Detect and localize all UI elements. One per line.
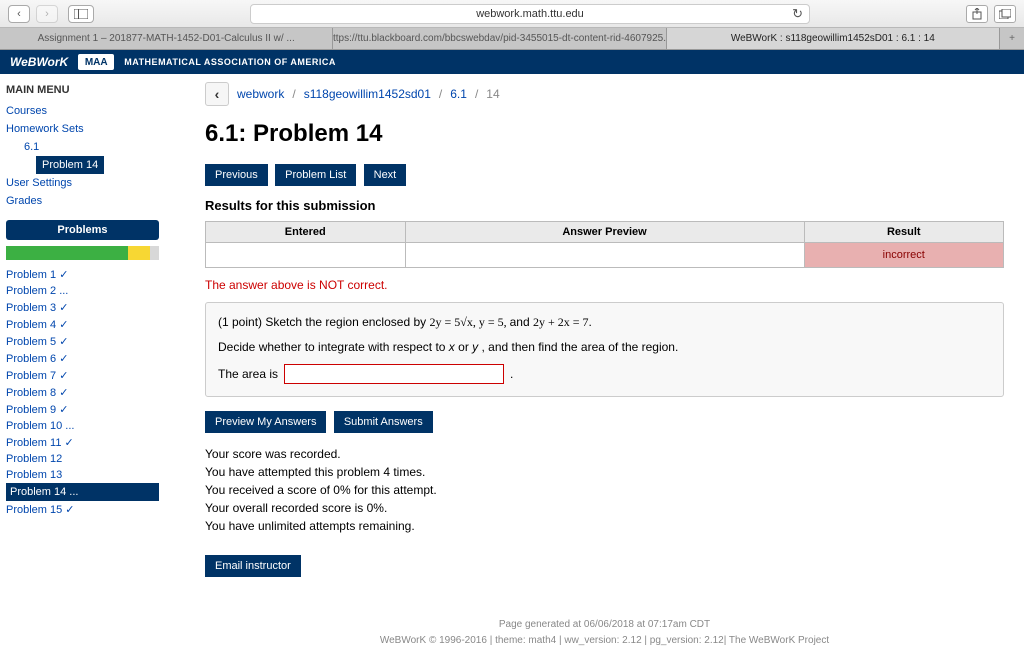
th-preview: Answer Preview [405, 222, 804, 243]
problem-link[interactable]: Problem 13 [6, 467, 159, 483]
new-tab-button[interactable]: + [1000, 28, 1024, 49]
sidebar-icon [74, 9, 88, 19]
tabs-button[interactable] [994, 5, 1016, 23]
next-button[interactable]: Next [364, 164, 407, 186]
problem-statement: (1 point) Sketch the region enclosed by … [205, 302, 1004, 397]
problems-header: Problems [6, 220, 159, 240]
progress-bar [6, 246, 159, 260]
area-label: The area is [218, 367, 278, 381]
sidebar-current-problem[interactable]: Problem 14 [36, 156, 104, 174]
webwork-logo: WeBWorK [10, 55, 68, 69]
sidebar-toggle-button[interactable] [68, 5, 94, 23]
sidebar-grades[interactable]: Grades [6, 192, 159, 210]
maa-text: MATHEMATICAL ASSOCIATION OF AMERICA [124, 57, 336, 67]
results-title: Results for this submission [205, 198, 1004, 213]
problem-link[interactable]: Problem 9 ✓ [6, 401, 159, 418]
problem-link[interactable]: Problem 3 ✓ [6, 299, 159, 316]
url-bar[interactable]: webwork.math.ttu.edu ↻ [250, 4, 810, 24]
previous-button[interactable]: Previous [205, 164, 268, 186]
browser-forward-button[interactable]: › [36, 5, 58, 23]
breadcrumb-webwork[interactable]: webwork [237, 87, 284, 101]
preview-answers-button[interactable]: Preview My Answers [205, 411, 326, 433]
url-text: webwork.math.ttu.edu [476, 8, 584, 20]
area-input[interactable] [284, 364, 504, 384]
problem-link[interactable]: Problem 2 ... [6, 283, 159, 299]
problem-link[interactable]: Problem 8 ✓ [6, 384, 159, 401]
problem-link[interactable]: Problem 12 [6, 451, 159, 467]
problem-link[interactable]: Problem 5 ✓ [6, 333, 159, 350]
sidebar-homework-sets[interactable]: Homework Sets [6, 120, 159, 138]
score-info: Your score was recorded.You have attempt… [205, 445, 1004, 535]
td-preview [405, 243, 804, 268]
submit-answers-button[interactable]: Submit Answers [334, 411, 433, 433]
problem-list-button[interactable]: Problem List [275, 164, 356, 186]
th-result: Result [804, 222, 1004, 243]
error-message: The answer above is NOT correct. [205, 278, 1004, 292]
share-icon [971, 8, 983, 20]
tabs-icon [999, 9, 1011, 19]
maa-logo: MAA [78, 54, 114, 70]
content: ‹ webwork / s118geowillim1452sd01 / 6.1 … [165, 74, 1024, 669]
reload-icon[interactable]: ↻ [792, 6, 803, 22]
problem-link[interactable]: Problem 11 ✓ [6, 434, 159, 451]
sidebar-user-settings[interactable]: User Settings [6, 174, 159, 192]
problem-link[interactable]: Problem 10 ... [6, 418, 159, 434]
problem-link[interactable]: Problem 15 ✓ [6, 501, 159, 518]
problem-link[interactable]: Problem 1 ✓ [6, 266, 159, 283]
td-entered [206, 243, 406, 268]
browser-back-button[interactable]: ‹ [8, 5, 30, 23]
results-table: Entered Answer Preview Result incorrect [205, 221, 1004, 268]
problem-link[interactable]: Problem 6 ✓ [6, 350, 159, 367]
problem-link[interactable]: Problem 4 ✓ [6, 316, 159, 333]
main-menu-header: MAIN MENU [6, 84, 159, 96]
th-entered: Entered [206, 222, 406, 243]
browser-tab-1[interactable]: Assignment 1 – 201877-MATH-1452-D01-Calc… [0, 28, 333, 49]
share-button[interactable] [966, 5, 988, 23]
email-instructor-button[interactable]: Email instructor [205, 555, 301, 577]
td-result: incorrect [804, 243, 1004, 268]
sidebar-courses[interactable]: Courses [6, 102, 159, 120]
browser-tab-3[interactable]: WeBWorK : s118geowillim1452sD01 : 6.1 : … [667, 28, 1000, 49]
page-title: 6.1: Problem 14 [205, 120, 1004, 148]
breadcrumb-back-button[interactable]: ‹ [205, 82, 229, 106]
breadcrumb-set[interactable]: 6.1 [450, 87, 467, 101]
problem-link[interactable]: Problem 7 ✓ [6, 367, 159, 384]
breadcrumb-current: 14 [486, 87, 499, 101]
page-footer: Page generated at 06/06/2018 at 07:17am … [205, 617, 1004, 649]
sidebar: MAIN MENU Courses Homework Sets 6.1 Prob… [0, 74, 165, 669]
breadcrumb-course[interactable]: s118geowillim1452sd01 [304, 87, 431, 101]
browser-tab-2[interactable]: https://ttu.blackboard.com/bbcswebdav/pi… [333, 28, 666, 49]
problem-link[interactable]: Problem 14 ... [6, 483, 159, 501]
sidebar-set[interactable]: 6.1 [24, 138, 159, 156]
